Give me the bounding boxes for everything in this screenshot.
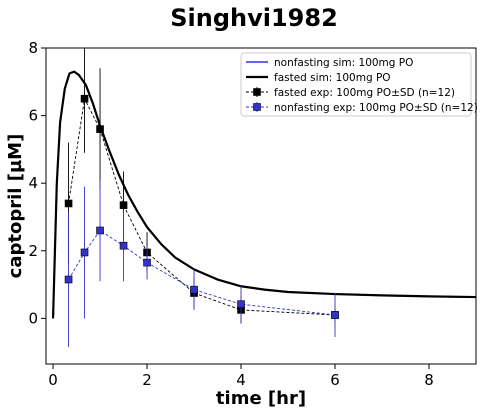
legend: nonfasting sim: 100mg PO fasted sim: 100m… [240,52,478,117]
y-tick-label-3: 6 [28,107,38,125]
data-point-3-3 [119,241,128,250]
y-axis-label: captopril [µM] [5,134,26,279]
legend-label-2: fasted exp: 100mg PO±SD (n=12) [274,87,455,99]
data-point-3-1 [80,248,89,257]
legend-label-3: nonfasting exp: 100mg PO±SD (n=12) [274,102,478,114]
data-point-3-4 [143,258,151,267]
y-tick-label-2: 4 [28,174,38,192]
data-point-2-2 [96,125,104,133]
legend-box [240,52,472,117]
data-point-3-2 [96,226,104,235]
data-point-2-3 [119,201,128,209]
data-point-2-0 [64,199,73,208]
x-axis-label: time [hr] [216,388,306,409]
x-axis: 0 2 4 6 8 [48,364,434,389]
x-tick-label-3: 6 [330,371,340,389]
data-point-3-0 [64,275,73,284]
plot-frame [45,47,477,365]
data-point-2-1 [80,94,89,103]
y-tick-label-0: 0 [28,309,38,327]
x-tick-label-2: 4 [236,371,246,389]
x-tick-label-4: 8 [424,371,434,389]
chart-title: Singhvi1982 [170,4,338,32]
y-tick-label-4: 8 [28,39,38,57]
x-tick-label-0: 0 [48,371,58,389]
y-axis: 0 2 4 6 8 [28,39,46,327]
data-point-3-7 [331,311,339,319]
y-tick-label-1: 2 [28,242,38,260]
x-tick-label-1: 2 [142,371,152,389]
data-point-3-6 [237,300,245,308]
data-point-3-5 [190,285,198,294]
legend-marker-2 [253,88,261,96]
series-line-2 [68,97,336,316]
series-line-1 [51,70,476,319]
legend-label-0: nonfasting sim: 100mg PO [274,57,413,69]
legend-marker-3 [253,103,261,111]
legend-label-1: fasted sim: 100mg PO [274,72,391,84]
plot-area [51,48,476,348]
